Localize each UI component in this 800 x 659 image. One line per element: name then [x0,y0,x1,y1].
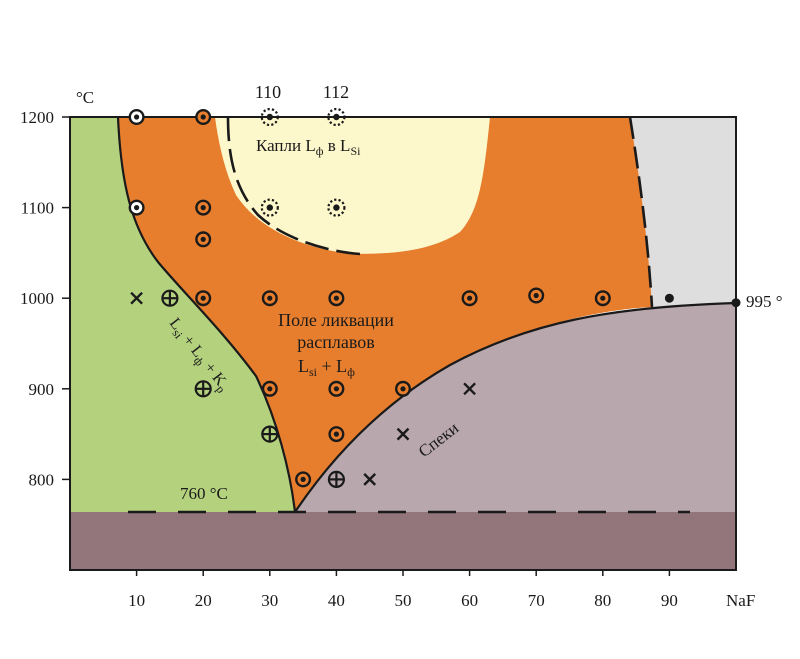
ring-marker-center [533,292,539,299]
region-orange [118,117,652,512]
field-label-line1: Поле ликвации [278,310,394,330]
liquidus-curve-left [116,116,297,513]
star-marker-center [333,204,340,211]
axis-ticks [62,116,671,576]
ring-marker-center [200,114,206,120]
ring-marker-center [267,295,273,301]
x-marker-b [363,473,377,486]
dot-marker [664,293,674,303]
ring-marker-center [200,236,206,242]
grey-boundary [628,116,654,308]
ring-marker-center [300,476,306,482]
eutectic-label: 760 °C [180,484,228,503]
star-marker [260,107,279,127]
ring-marker-center [267,386,273,392]
star-marker [260,198,279,217]
ring-marker-center [134,205,140,211]
ring-marker-center [333,295,339,301]
x-tick-label-70: 70 [528,591,545,610]
star-marker [327,198,346,217]
x-marker-b [396,427,410,441]
top-label-112: 112 [323,82,349,102]
x-tick-label-60: 60 [461,591,478,610]
region-mauve [295,303,736,512]
dot-marker [731,298,741,308]
y-tick-label-900: 900 [29,380,55,399]
field-label-line2: расплавов [297,332,374,352]
x-marker-b [463,382,476,396]
y-tick-label-1100: 1100 [21,199,54,218]
region-base [70,512,736,570]
x-tick-label-90: 90 [661,591,678,610]
x-marker-b [130,291,143,305]
y-unit-label: °C [76,88,94,107]
x-tick-label-10: 10 [128,591,145,610]
top-label-110: 110 [255,82,281,102]
region-grey [630,117,736,307]
ring-marker-center [467,295,473,301]
ring-marker-center [600,295,606,301]
region-green [70,117,295,512]
solidus-curve [294,301,737,513]
region-cream [215,117,490,254]
y-tick-label-800: 800 [29,470,55,489]
x-tick-labels: 10 20 30 40 50 60 70 80 90 [128,591,678,610]
ring-marker-center [400,386,406,392]
star-marker [327,107,346,127]
star-marker-center [266,204,273,211]
field-label-line3: Lsi + Lф [298,356,355,379]
ring-marker-center [333,431,339,437]
immiscibility-boundary [226,116,361,256]
drops-label: Капли Lф в LSi [256,136,361,158]
star-marker-center [333,113,340,121]
x-tick-label-40: 40 [328,591,345,610]
y-tick-labels: 1200 1100 1000 900 800 [20,108,54,489]
ring-marker-center [200,205,206,211]
y-tick-label-1000: 1000 [20,289,54,308]
data-markers [128,107,741,488]
melt-point-label: 995 ° [746,292,783,311]
x-end-label: NaF [726,591,755,610]
y-tick-label-1200: 1200 [20,108,54,127]
ring-marker-center [333,386,339,392]
ring-marker-center [134,114,140,120]
x-tick-label-20: 20 [195,591,212,610]
green-field-label: Lsi + Lф + Kp [163,315,232,396]
star-marker-center [266,113,273,121]
x-tick-label-50: 50 [395,591,412,610]
x-tick-label-30: 30 [261,591,278,610]
x-tick-label-80: 80 [594,591,611,610]
ring-marker-center [200,295,206,301]
